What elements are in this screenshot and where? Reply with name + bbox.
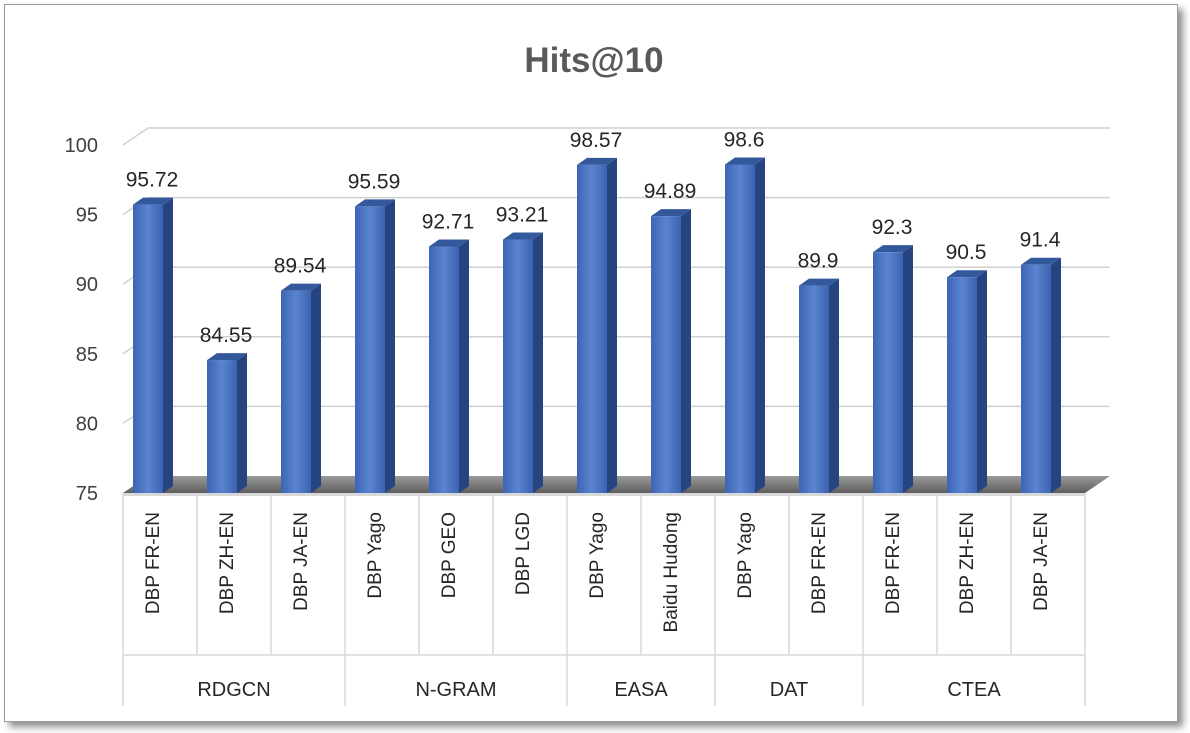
bar [1021, 257, 1061, 493]
data-label: 84.55 [200, 324, 253, 347]
bar [651, 209, 691, 493]
bar [503, 232, 543, 494]
bar-front [873, 252, 903, 493]
x-tick-label: DBP LGD [513, 512, 534, 595]
data-label: 92.3 [872, 216, 913, 239]
y-tick-label: 80 [76, 413, 98, 435]
bar-front [281, 290, 311, 493]
bar-front [725, 164, 755, 493]
x-tick-label: DBP ZH-EN [217, 512, 238, 614]
x-tick-label: DBP Yago [587, 512, 608, 599]
chart-title: Hits@10 [524, 41, 663, 80]
data-label: 94.89 [644, 180, 697, 203]
bar-front [1021, 264, 1051, 493]
bar-front [207, 360, 237, 493]
bar-top [503, 232, 543, 240]
bar [133, 197, 173, 493]
x-tick-label: Baidu Hudong [661, 512, 682, 632]
bar-front [355, 206, 385, 493]
bar-side [977, 270, 987, 493]
bar-front [799, 285, 829, 493]
bar-side [755, 157, 765, 493]
bar-side [237, 353, 247, 493]
data-label: 98.57 [570, 129, 623, 152]
bar-side [829, 278, 839, 493]
x-tick-label: DBP ZH-EN [957, 512, 978, 614]
bar-top [725, 157, 765, 165]
group-label: N-GRAM [415, 679, 496, 701]
bar-side [459, 239, 469, 493]
data-label: 91.4 [1020, 229, 1061, 252]
bar-front [503, 239, 533, 493]
bar-top [873, 245, 913, 253]
bar-side [385, 199, 395, 493]
data-label: 89.54 [274, 255, 327, 278]
data-label: 93.21 [496, 204, 549, 227]
floor-edge [123, 493, 1085, 496]
bar [947, 270, 987, 493]
bar-side [1051, 257, 1061, 493]
x-tick-label: DBP Yago [735, 512, 756, 599]
x-tick-label: DBP FR-EN [883, 512, 904, 614]
bar [799, 278, 839, 493]
bar-top [799, 278, 839, 286]
group-label: EASA [614, 679, 668, 701]
bar-side [681, 209, 691, 493]
bar [873, 245, 913, 493]
bar [725, 157, 765, 493]
bar-front [429, 246, 459, 493]
bar-top [207, 353, 247, 361]
bar [429, 239, 469, 493]
x-tick-label: DBP GEO [439, 512, 460, 598]
data-labels: 95.72 84.55 89.54 95.59 92.71 93.21 98.57 94.89… [126, 128, 1061, 347]
data-label: 98.6 [724, 128, 765, 151]
bar-top [281, 283, 321, 291]
data-label: 95.59 [348, 170, 401, 193]
x-tick-label: DBP FR-EN [809, 512, 830, 614]
x-tick-label: DBP JA-EN [291, 512, 312, 611]
bar-side [163, 197, 173, 493]
bar-front [133, 204, 163, 493]
gridline [122, 127, 1110, 146]
bar-side [903, 245, 913, 493]
bar-top [429, 239, 469, 247]
bar-top [1021, 257, 1061, 265]
y-tick-label: 90 [76, 274, 98, 296]
bar-side [533, 232, 543, 494]
data-label: 95.72 [126, 169, 179, 192]
data-label: 90.5 [946, 241, 987, 264]
x-axis: DBP FR-EN DBP ZH-EN DBP JA-EN DBP Yago DBP G… [122, 493, 1086, 706]
bar-top [133, 197, 173, 205]
y-tick-label: 75 [76, 483, 98, 505]
bar-top [947, 270, 987, 278]
bar-side [607, 157, 617, 494]
group-label: RDGCN [197, 679, 270, 701]
bar-top [651, 209, 691, 217]
group-label: DAT [770, 679, 809, 701]
bars [133, 157, 1061, 494]
bar [355, 199, 395, 493]
x-tick-label: DBP FR-EN [143, 512, 164, 614]
y-tick-label: 95 [76, 205, 98, 227]
x-tick-label: DBP Yago [365, 512, 386, 599]
x-tick-label: DBP JA-EN [1031, 512, 1052, 611]
y-tick-label: 100 [65, 135, 98, 157]
y-tick-label: 85 [76, 344, 98, 366]
bar [207, 353, 247, 493]
data-label: 89.9 [798, 250, 839, 273]
bar-side [311, 283, 321, 493]
data-label: 92.71 [422, 210, 475, 233]
bar [577, 157, 617, 494]
bar [281, 283, 321, 493]
bar-front [651, 216, 681, 493]
group-label: CTEA [947, 679, 1001, 701]
bar-top [355, 199, 395, 207]
bar-front [577, 164, 607, 494]
bar-top [577, 157, 617, 165]
y-axis: 75 80 85 90 95 100 [65, 135, 98, 505]
bar-front [947, 277, 977, 493]
